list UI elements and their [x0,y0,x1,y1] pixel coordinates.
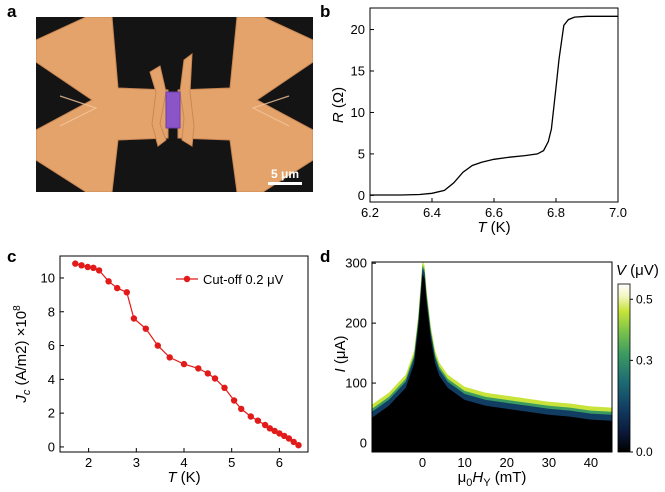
b-x-axis-label: T (K) [477,219,510,236]
plot-frame-b [369,7,619,203]
jc-data-point [290,438,297,446]
c-x-axis-label: T (K) [167,469,200,486]
panel-label-a: a [7,2,17,21]
electrode-right [177,17,313,192]
electrode-left [36,17,169,192]
d-x-tick-label: 10 [457,455,471,470]
d-y-tick-label: 300 [345,256,367,271]
b-y-tick-label: 20 [351,22,365,37]
chart-critical-current-density: 2 3 4 5 6 0 2 4 6 8 10 Cut-off 0.2 μV T (K) Jc (A… [12,255,309,486]
chart-voltage-map: 0 10 20 30 40 0 100 200 300 μ0HY (mT) I (μA) 0.… [332,256,659,489]
jc-data-point [105,278,112,285]
colorbar [617,283,631,453]
b-y-tick-label: 15 [351,64,365,79]
jc-data-point [114,284,121,292]
colorbar-label: V (μV) [616,262,659,279]
colorbar-tick-label: 0.0 [636,445,653,459]
jc-data-point [130,315,138,322]
d-y-tick-label: 0 [360,436,367,451]
jc-data-point [211,375,219,382]
chart-resistance-vs-temperature: 6.2 6.4 6.6 6.8 7.0 0 5 10 15 20 T (K) R (Ω) [330,7,627,236]
electrode-trace-lines [59,95,290,127]
jc-data-point [123,289,130,296]
d-y-tick-label: 200 [345,316,367,331]
panel-label-b: b [320,2,330,21]
colorbar-tick-label: 0.3 [636,353,653,367]
d-x-tick-label: 20 [500,455,514,470]
b-x-tick-label: 7.0 [609,205,627,220]
b-y-tick-label: 5 [358,146,365,161]
jc-data-point [90,264,97,271]
jc-data-point [221,384,228,391]
heatmap-band-black [372,274,612,452]
d-y-tick-label: 100 [345,376,367,391]
jc-data-point [261,421,269,429]
jc-data-point [95,267,103,274]
jc-data-point [195,365,202,372]
jc-data-point [281,432,288,440]
d-y-axis-label: I (μA) [332,336,349,373]
c-x-tick-label: 6 [276,455,283,470]
jc-data-point [247,413,254,420]
jc-data-point [238,405,245,413]
scale-bar-label: 5 μm [271,167,299,181]
jc-data-point [142,325,149,332]
c-y-tick-label: 4 [48,372,55,387]
c-y-axis-label: Jc (A/m2) ×108 [12,305,33,404]
c-x-tick-label: 2 [85,455,92,470]
d-x-tick-label: 0 [419,455,426,470]
b-y-tick-label: 10 [351,105,365,120]
jc-data-point [266,425,273,432]
panel-label-c: c [7,247,16,266]
jc-data-point [72,260,79,267]
jc-data-point [285,435,293,442]
jc-data-point [271,427,278,435]
c-x-tick-label: 5 [228,455,235,470]
jc-data-point [230,397,238,404]
c-y-tick-label: 2 [48,406,55,421]
b-x-tick-label: 6.6 [485,205,503,220]
legend-label: Cut-off 0.2 μV [203,272,284,287]
resistance-series-line [370,15,618,196]
c-x-tick-label: 4 [180,455,187,470]
c-y-tick-label: 0 [48,439,55,454]
jc-data-point [78,262,85,269]
b-x-tick-label: 6.8 [547,205,565,220]
b-y-axis-label: R (Ω) [330,87,347,123]
jc-series-line [75,263,299,446]
jc-data-point [295,442,302,449]
jc-data-point [180,360,188,368]
b-x-tick-label: 6.4 [423,205,441,220]
d-x-tick-label: 40 [584,455,598,470]
c-y-tick-label: 8 [48,304,55,319]
b-y-tick-label: 0 [358,188,365,203]
jc-data-point [254,417,262,424]
sem-micrograph: 5 μm [36,17,313,192]
panel-label-d: d [320,247,330,266]
colorbar-tick-label: 0.5 [636,292,653,306]
legend-c: Cut-off 0.2 μV [176,272,284,287]
jc-data-point [204,370,211,377]
legend-marker [183,275,191,283]
d-x-axis-label: μ0HY (mT) [458,469,527,489]
c-y-tick-label: 10 [41,270,55,285]
plot-frame-d [371,261,613,453]
c-y-tick-label: 6 [48,338,55,353]
scale-bar [268,182,302,185]
c-x-tick-label: 3 [133,455,140,470]
jc-data-point [276,430,283,437]
d-x-tick-label: 30 [542,455,556,470]
b-x-tick-label: 6.2 [361,205,379,220]
jc-data-point [166,354,173,361]
jc-data-point [154,342,161,349]
purple-flake [165,91,181,129]
jc-data-point [84,263,91,271]
